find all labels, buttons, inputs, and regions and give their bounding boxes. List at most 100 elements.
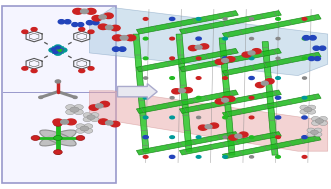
Circle shape (249, 116, 254, 119)
Circle shape (250, 18, 254, 20)
Ellipse shape (303, 36, 309, 40)
Circle shape (56, 46, 60, 49)
Circle shape (307, 105, 316, 110)
Ellipse shape (65, 20, 71, 24)
Circle shape (302, 57, 307, 60)
Circle shape (215, 99, 224, 104)
Circle shape (172, 89, 181, 94)
Bar (53, 47, 63, 53)
Circle shape (310, 130, 318, 135)
Circle shape (22, 30, 28, 33)
Ellipse shape (86, 21, 93, 25)
Circle shape (265, 79, 274, 84)
Circle shape (196, 136, 201, 139)
Circle shape (276, 37, 280, 40)
Ellipse shape (93, 21, 99, 25)
Circle shape (113, 35, 122, 41)
Circle shape (276, 18, 280, 20)
Circle shape (223, 18, 227, 20)
Circle shape (73, 96, 77, 98)
Circle shape (196, 96, 201, 99)
Circle shape (51, 48, 56, 51)
Polygon shape (136, 11, 238, 34)
Circle shape (179, 89, 185, 93)
Circle shape (239, 132, 248, 137)
Circle shape (249, 96, 254, 99)
Circle shape (88, 67, 94, 70)
Circle shape (222, 98, 228, 102)
Circle shape (84, 128, 93, 133)
Circle shape (276, 156, 280, 158)
Circle shape (197, 116, 201, 119)
Circle shape (307, 109, 316, 114)
Circle shape (302, 96, 307, 99)
Circle shape (223, 156, 227, 158)
Circle shape (250, 156, 254, 158)
Polygon shape (222, 52, 321, 76)
Circle shape (143, 136, 148, 139)
Circle shape (170, 136, 174, 139)
Circle shape (205, 125, 212, 129)
Circle shape (144, 77, 148, 79)
Polygon shape (179, 11, 281, 34)
Ellipse shape (40, 130, 76, 146)
Circle shape (66, 119, 76, 125)
Circle shape (223, 116, 227, 119)
Polygon shape (222, 14, 321, 38)
Circle shape (223, 77, 227, 79)
Circle shape (143, 116, 148, 119)
Circle shape (196, 37, 201, 40)
Circle shape (76, 124, 85, 129)
Circle shape (49, 48, 56, 52)
Circle shape (91, 117, 99, 122)
Circle shape (195, 45, 202, 49)
Circle shape (76, 136, 85, 140)
Circle shape (226, 96, 235, 101)
Circle shape (92, 15, 102, 21)
Circle shape (222, 57, 228, 60)
Circle shape (276, 136, 280, 139)
Circle shape (226, 57, 235, 62)
Circle shape (169, 17, 175, 20)
Circle shape (170, 77, 174, 79)
Circle shape (307, 128, 315, 132)
Circle shape (80, 9, 88, 14)
Circle shape (188, 46, 198, 51)
Ellipse shape (119, 47, 126, 51)
Circle shape (275, 116, 281, 119)
Circle shape (39, 96, 43, 98)
Circle shape (235, 134, 242, 138)
Circle shape (54, 136, 62, 140)
Circle shape (87, 115, 95, 120)
Circle shape (53, 49, 58, 52)
Circle shape (55, 80, 61, 83)
Circle shape (53, 119, 63, 125)
Polygon shape (89, 91, 328, 151)
Circle shape (223, 136, 227, 138)
Polygon shape (176, 34, 192, 151)
Circle shape (314, 132, 322, 137)
Circle shape (110, 121, 120, 127)
Circle shape (73, 9, 83, 14)
Ellipse shape (58, 20, 65, 24)
Circle shape (79, 69, 85, 73)
Ellipse shape (308, 57, 314, 60)
Circle shape (311, 116, 320, 121)
Circle shape (302, 116, 307, 119)
Circle shape (143, 37, 148, 40)
Circle shape (242, 52, 251, 57)
Circle shape (70, 107, 79, 112)
Circle shape (83, 113, 91, 117)
Circle shape (169, 155, 175, 158)
Circle shape (307, 132, 315, 137)
Circle shape (302, 156, 307, 158)
Circle shape (125, 35, 136, 41)
Circle shape (88, 30, 94, 33)
Circle shape (249, 136, 254, 139)
Circle shape (61, 120, 69, 124)
Circle shape (84, 124, 93, 129)
Circle shape (249, 77, 254, 80)
Circle shape (89, 105, 99, 110)
Circle shape (143, 18, 148, 20)
Circle shape (303, 77, 307, 79)
